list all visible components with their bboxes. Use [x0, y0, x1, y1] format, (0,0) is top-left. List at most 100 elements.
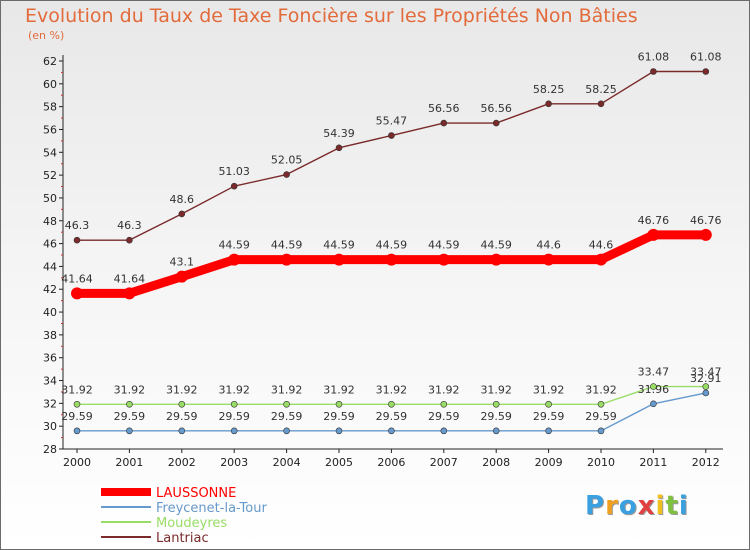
proxiti-logo: Proxiti	[585, 491, 689, 521]
series-laussonne: 41.64 41.64 43.1 44.59 44.59 44.59 44.59 44.59 4…	[61, 214, 722, 300]
data-label: 29.59	[61, 410, 93, 423]
y-unit-label: (en %)	[28, 29, 65, 42]
data-label: 31.92	[428, 383, 460, 396]
y-tick-label: 38	[43, 329, 57, 342]
x-tick-label: 2002	[168, 456, 196, 469]
y-tick-label: 42	[43, 283, 57, 296]
data-label: 32.91	[690, 372, 722, 385]
data-point	[492, 119, 500, 127]
x-tick-label: 2001	[115, 456, 143, 469]
data-point	[178, 400, 186, 408]
data-point	[333, 253, 345, 266]
y-tick-label: 40	[43, 306, 57, 319]
data-point	[283, 427, 290, 435]
data-point	[545, 400, 552, 408]
y-tick-label: 50	[43, 192, 57, 205]
series-moudeyres: 31.92 31.92 31.92 31.92 31.92 31.92 31.92 31.92…	[61, 366, 722, 408]
data-point	[647, 228, 660, 241]
x-tick-label: 2012	[692, 456, 720, 469]
chart-title: Evolution du Taux de Taxe Foncière sur l…	[25, 5, 638, 27]
data-label: 46.3	[65, 219, 90, 232]
data-point	[699, 228, 712, 241]
data-point	[650, 400, 657, 408]
data-label: 41.64	[114, 272, 146, 285]
data-point	[230, 427, 238, 435]
data-label: 46.76	[638, 214, 670, 227]
series-lantriac: 46.3 46.3 48.6 51.03 52.05 54.39 55.47 56.56 56.…	[65, 50, 722, 244]
data-label: 29.59	[533, 410, 565, 423]
y-tick-label: 60	[43, 78, 57, 91]
data-label: 31.92	[61, 383, 93, 396]
data-label: 31.92	[585, 383, 617, 396]
y-tick-label: 36	[43, 352, 57, 365]
data-point	[650, 68, 657, 75]
y-tick-label: 44	[43, 260, 57, 273]
data-label: 29.59	[271, 410, 303, 423]
data-label: 58.25	[533, 83, 565, 96]
data-label: 58.25	[585, 83, 617, 96]
data-point	[440, 427, 448, 435]
data-point	[492, 427, 500, 435]
data-point	[228, 253, 241, 266]
data-point	[490, 253, 503, 266]
data-point	[283, 171, 290, 178]
data-point	[335, 144, 343, 152]
logo-letter: i	[678, 491, 689, 521]
data-point	[230, 400, 238, 408]
data-label: 44.6	[589, 239, 614, 252]
y-tick-label: 58	[43, 101, 57, 114]
data-point	[280, 253, 293, 266]
data-label: 51.03	[218, 165, 250, 178]
data-point	[283, 400, 290, 408]
data-point	[73, 400, 81, 408]
logo-letter: P	[585, 491, 606, 521]
data-point	[123, 287, 136, 300]
data-point	[597, 400, 605, 408]
logo-letter: x	[637, 491, 656, 521]
data-label: 33.47	[638, 366, 670, 379]
x-tick-label: 2006	[377, 456, 405, 469]
x-ticks: 2000 2001 2002 2003 2004 2005 2006 2007 2008 2009…	[63, 449, 720, 469]
data-label: 31.92	[480, 383, 512, 396]
data-point	[440, 400, 448, 408]
data-label: 31.92	[271, 383, 303, 396]
x-tick-label: 2004	[273, 456, 301, 469]
data-label: 29.59	[376, 410, 408, 423]
legend-label: Moudeyres	[156, 516, 227, 531]
x-tick-label: 2011	[639, 456, 667, 469]
data-label: 33.47	[690, 366, 722, 379]
data-point	[440, 119, 448, 127]
data-label: 44.59	[271, 239, 303, 252]
data-point	[73, 236, 81, 244]
x-tick-label: 2010	[587, 456, 615, 469]
logo-letter: r	[605, 491, 619, 521]
data-point	[178, 210, 186, 218]
legend: LAUSSONNEFreycenet-la-TourMoudeyresLantr…	[101, 486, 267, 546]
data-label: 43.1	[170, 256, 195, 269]
data-label: 56.56	[480, 102, 512, 115]
data-point	[545, 427, 552, 435]
y-tick-label: 46	[43, 238, 57, 251]
x-tick-label: 2009	[535, 456, 563, 469]
data-label: 54.39	[323, 127, 355, 140]
legend-label: Lantriac	[156, 531, 209, 546]
data-label: 29.59	[323, 410, 355, 423]
x-tick-label: 2007	[430, 456, 458, 469]
data-label: 29.59	[166, 410, 198, 423]
y-tick-label: 30	[43, 420, 57, 433]
data-point	[126, 400, 133, 408]
data-point	[702, 68, 710, 75]
logo-letter: o	[618, 491, 638, 521]
data-label: 56.56	[428, 102, 460, 115]
logo-letter: i	[655, 491, 666, 521]
legend-label: LAUSSONNE	[156, 486, 236, 501]
y-tick-label: 32	[43, 397, 57, 410]
data-label: 46.3	[117, 219, 142, 232]
data-label: 44.59	[218, 239, 250, 252]
y-tick-label: 48	[43, 215, 57, 228]
y-tick-label: 34	[43, 375, 57, 388]
data-label: 44.6	[536, 239, 561, 252]
data-point	[597, 427, 605, 435]
data-point	[335, 427, 343, 435]
